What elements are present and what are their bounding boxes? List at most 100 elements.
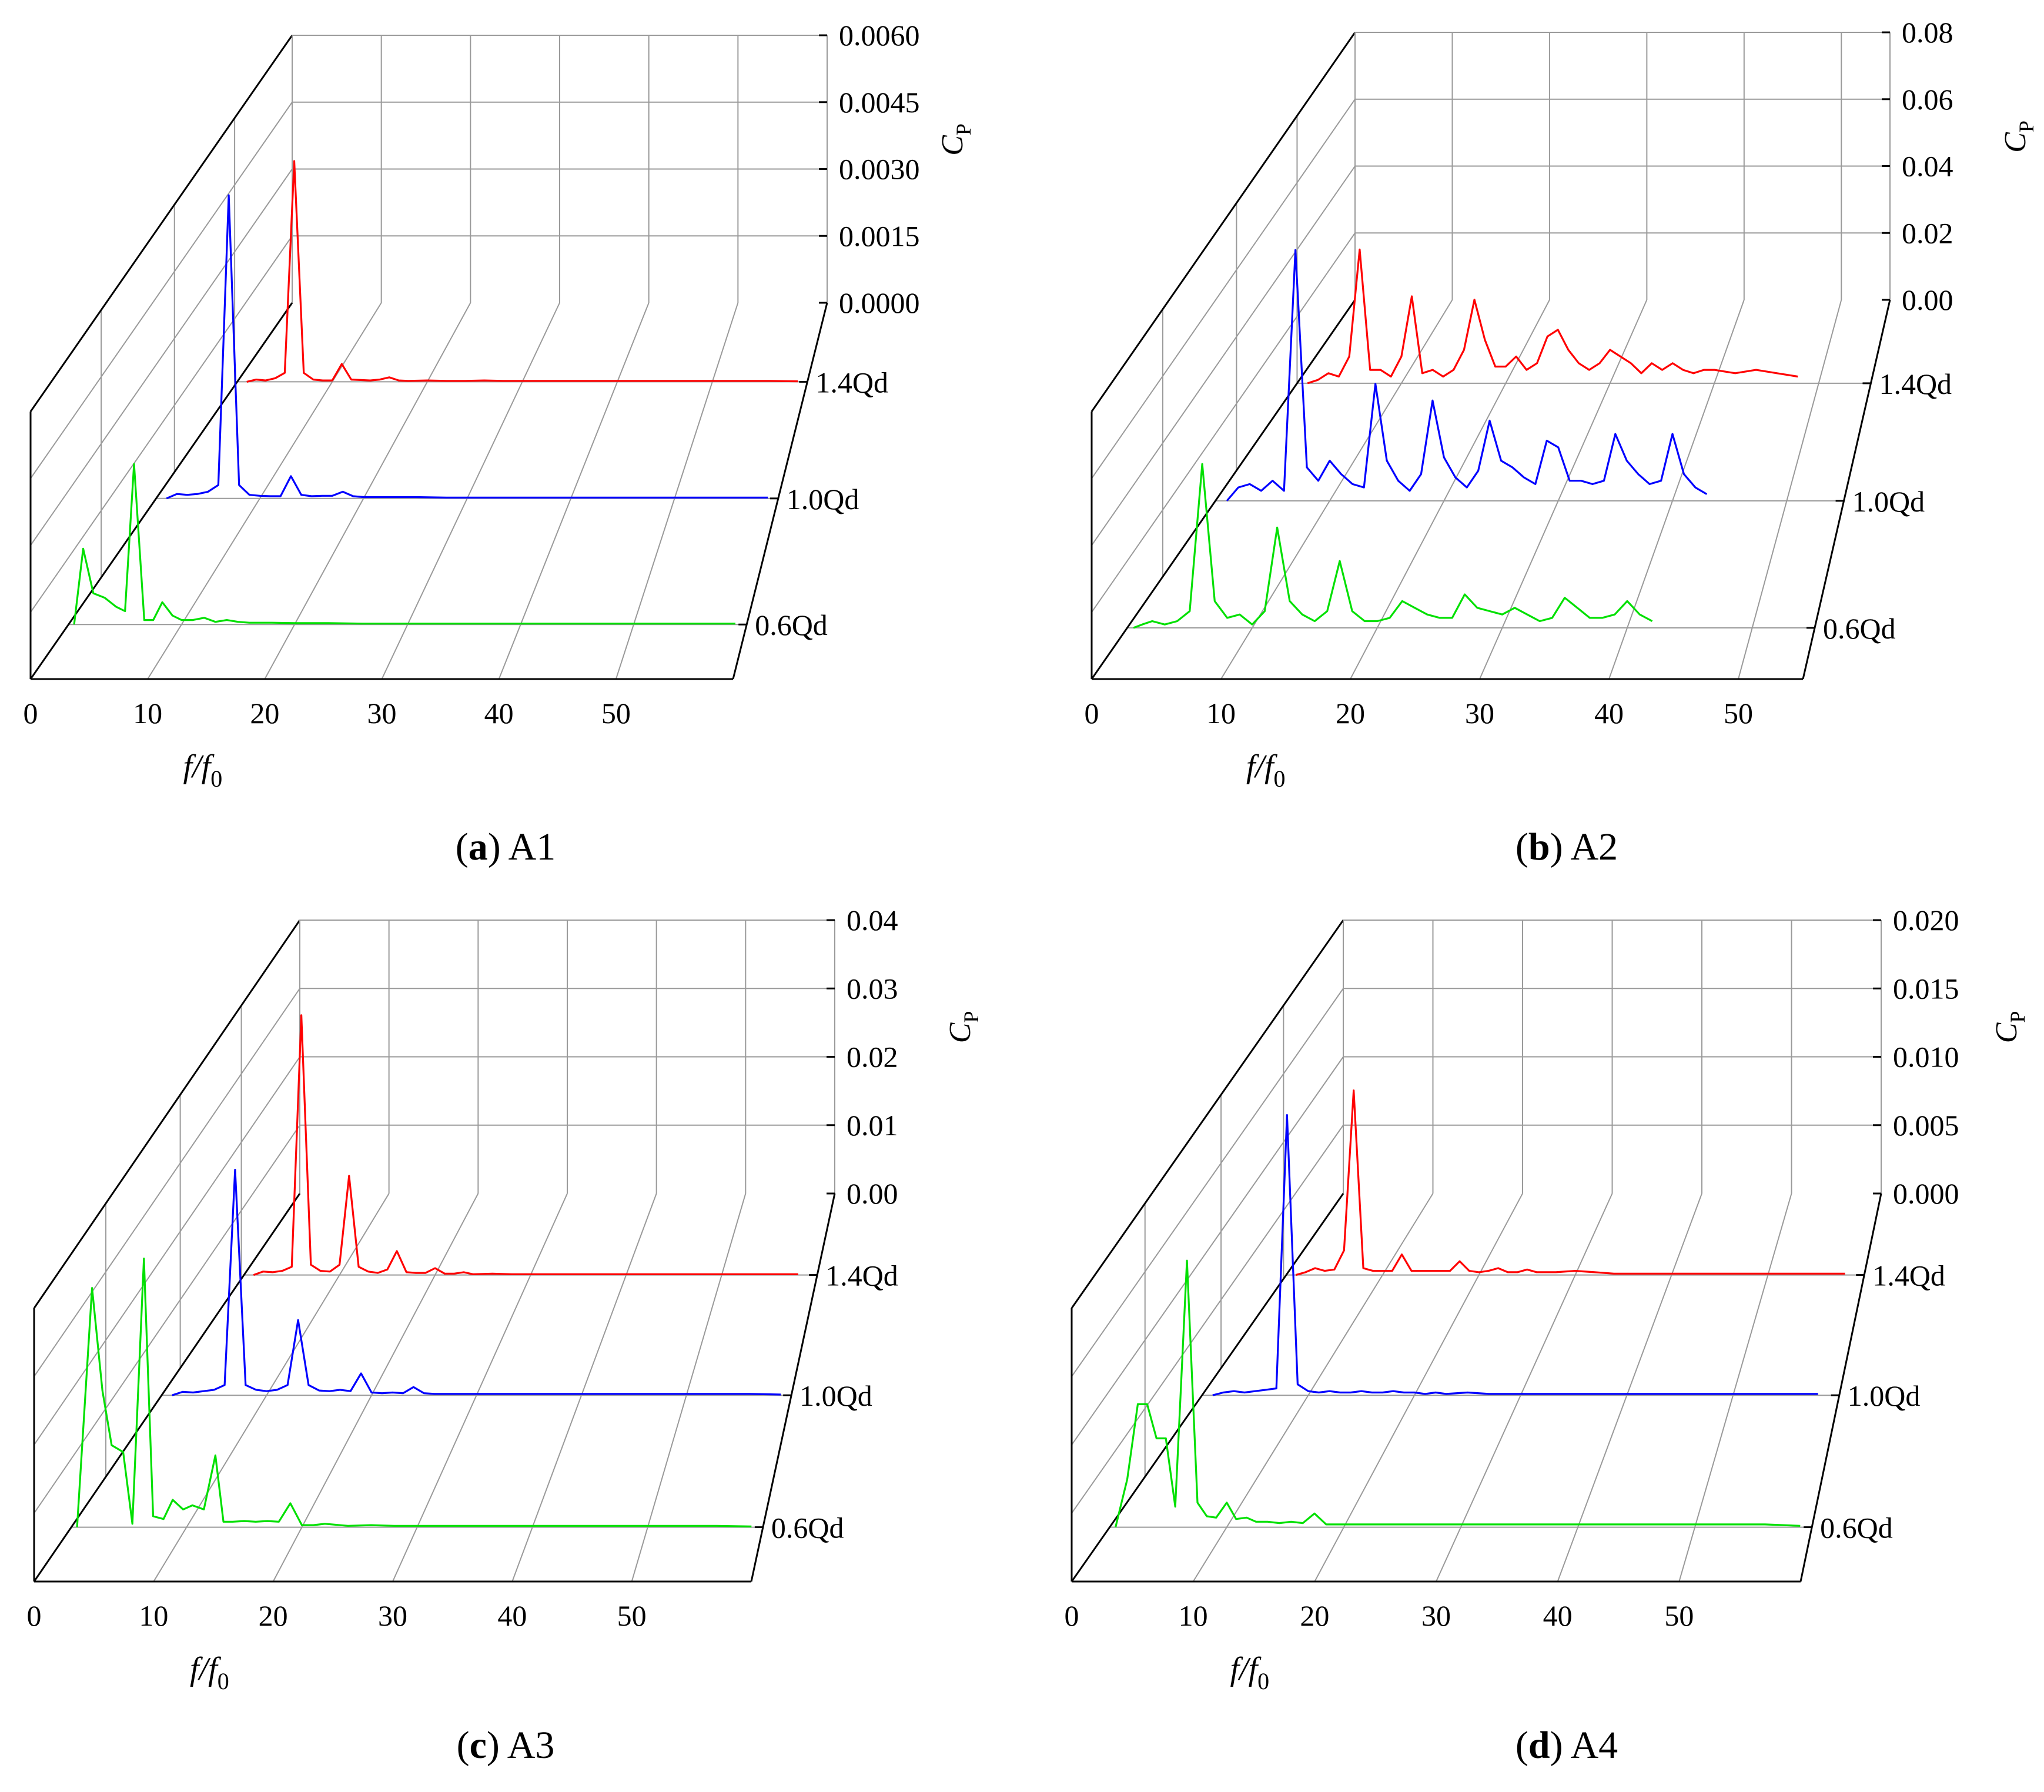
right-floor-edge [732, 302, 828, 680]
value-tick-labels: 0.00 0.01 0.02 0.03 0.04 [847, 904, 898, 1210]
panel-b: 1.4Qd 1.0Qd 0.6Qd 0.00 0.02 0.04 0.06 0.08 CP 0 10… [1085, 16, 2039, 868]
value-tick-label: 0.0015 [839, 219, 920, 252]
panel-d: 1.4Qd 1.0Qd 0.6Qd 0.000 0.005 0.010 0.015 0.020… [1065, 904, 2030, 1767]
x-axis-title-main: f/f [190, 1651, 222, 1687]
x-axis-title: f/f0 [190, 1651, 229, 1694]
axes-frame [33, 919, 836, 1583]
top-left-edge [29, 35, 293, 412]
value-axis-title-sub: P [2006, 1011, 2029, 1023]
x-axis-title-main: f/f [1230, 1651, 1262, 1687]
floor-diagonal-gridline [1608, 299, 1745, 680]
panel-caption: (a) A1 [456, 825, 556, 868]
x-axis-title-sub: 0 [218, 1668, 229, 1694]
x-tick-labels: 0 10 20 30 40 50 [1065, 1599, 1694, 1632]
x-tick-label: 50 [1724, 697, 1753, 730]
caption-paren-close: ) [488, 825, 509, 868]
series-label: 1.4Qd [815, 366, 888, 399]
x-tick-label: 10 [1206, 697, 1236, 730]
x-axis-title-main: f/f [183, 748, 215, 785]
x-tick-labels: 0 10 20 30 40 50 [24, 697, 631, 730]
side-wall-horizontal-gridline [34, 1056, 300, 1446]
left-floor-edge [1090, 299, 1356, 680]
x-axis-title: f/f0 [1230, 1651, 1269, 1694]
x-axis-title: f/f0 [1246, 748, 1286, 792]
grid [30, 35, 828, 680]
series-line-0-6Qd [73, 463, 735, 625]
floor-diagonal-gridline [1314, 1193, 1523, 1582]
series-label: 1.4Qd [1879, 367, 1952, 400]
floor-diagonal-gridline [381, 302, 560, 680]
series-line-1-0Qd [172, 1169, 781, 1396]
caption-paren-close: ) [1550, 825, 1571, 868]
side-wall-horizontal-gridline [1091, 232, 1356, 613]
side-wall-horizontal-gridline [34, 988, 300, 1377]
floor-diagonal-gridline [1479, 299, 1648, 680]
floor-diagonal-gridline [1220, 299, 1453, 680]
x-tick-label: 20 [1300, 1599, 1329, 1632]
caption-label: A2 [1570, 825, 1618, 868]
value-tick-labels: 0.000 0.005 0.010 0.015 0.020 [1893, 904, 1959, 1210]
side-wall-horizontal-gridline [30, 235, 293, 613]
series-line-0-6Qd [1133, 463, 1653, 629]
side-wall-horizontal-gridline [1071, 1125, 1344, 1514]
caption-paren-close: ) [487, 1724, 507, 1767]
value-tick-label: 0.020 [1893, 904, 1959, 937]
x-axis-title-sub: 0 [1274, 765, 1286, 792]
x-tick-label: 50 [1664, 1599, 1694, 1632]
value-tick-label: 0.005 [1893, 1109, 1959, 1142]
x-tick-label: 20 [1336, 697, 1365, 730]
value-axis-title-main: C [1999, 132, 2032, 153]
x-tick-label: 20 [250, 697, 279, 730]
axes-frame [1070, 919, 1882, 1583]
value-axis-title-main: C [1990, 1022, 2023, 1043]
series-line-1-4Qd [246, 160, 798, 383]
value-tick-label: 0.010 [1893, 1041, 1959, 1074]
floor-diagonal-gridline [511, 1193, 657, 1582]
x-tick-label: 0 [1065, 1599, 1079, 1632]
value-axis-title: CP [1990, 1011, 2029, 1044]
value-tick-label: 0.0030 [839, 153, 920, 186]
x-tick-label: 10 [139, 1599, 168, 1632]
side-wall-horizontal-gridline [1091, 99, 1356, 479]
series-label: 0.6Qd [755, 609, 828, 641]
x-axis-title-sub: 0 [1257, 1668, 1269, 1694]
side-wall-horizontal-gridline [30, 168, 293, 546]
value-tick-labels: 0.0000 0.0015 0.0030 0.0045 0.0060 [839, 19, 920, 319]
caption-letter: c [470, 1724, 487, 1767]
series-label: 1.0Qd [1852, 485, 1925, 518]
right-floor-edge [1802, 299, 1891, 680]
x-axis-title: f/f0 [183, 748, 223, 792]
series-label: 1.0Qd [787, 483, 859, 516]
floor-diagonal-gridline [631, 1193, 747, 1582]
axes-frame [1090, 31, 1891, 680]
panel-a: 1.4Qd1.0Qd0.6Qd0.00000.00150.00300.00450… [24, 19, 976, 868]
series-line-1-4Qd [253, 1014, 798, 1276]
floor-diagonal-gridline [153, 1193, 390, 1582]
floor-diagonal-gridline [264, 302, 471, 680]
series-group: 1.4Qd 1.0Qd 0.6Qd [1115, 1089, 1945, 1544]
value-tick-label: 0.000 [1893, 1177, 1959, 1210]
value-axis-title-sub: P [959, 1011, 983, 1023]
value-tick-label: 0.02 [1902, 216, 1953, 249]
top-left-edge [33, 920, 301, 1309]
right-floor-edge [750, 1193, 836, 1582]
series-label: 0.6Qd [1823, 612, 1896, 645]
value-tick-label: 0.015 [1893, 972, 1959, 1005]
value-axis-title-sub: P [952, 123, 975, 135]
value-axis-title-main: C [936, 135, 969, 156]
series-label: 1.4Qd [1872, 1259, 1945, 1292]
value-tick-label: 0.01 [847, 1109, 898, 1142]
side-wall-horizontal-gridline [1071, 988, 1344, 1377]
value-axis-title: CP [1999, 121, 2038, 153]
x-tick-label: 10 [133, 697, 162, 730]
floor-diagonal-gridline [1678, 1193, 1792, 1582]
x-tick-label: 20 [259, 1599, 288, 1632]
series-line-1-0Qd [1212, 1114, 1818, 1396]
caption-letter: a [469, 825, 488, 868]
caption-paren-open: ( [456, 825, 469, 868]
value-tick-label: 0.02 [847, 1041, 898, 1074]
top-left-edge [1070, 920, 1344, 1309]
floor-diagonal-gridline [498, 302, 650, 680]
side-wall-horizontal-gridline [34, 1125, 300, 1514]
